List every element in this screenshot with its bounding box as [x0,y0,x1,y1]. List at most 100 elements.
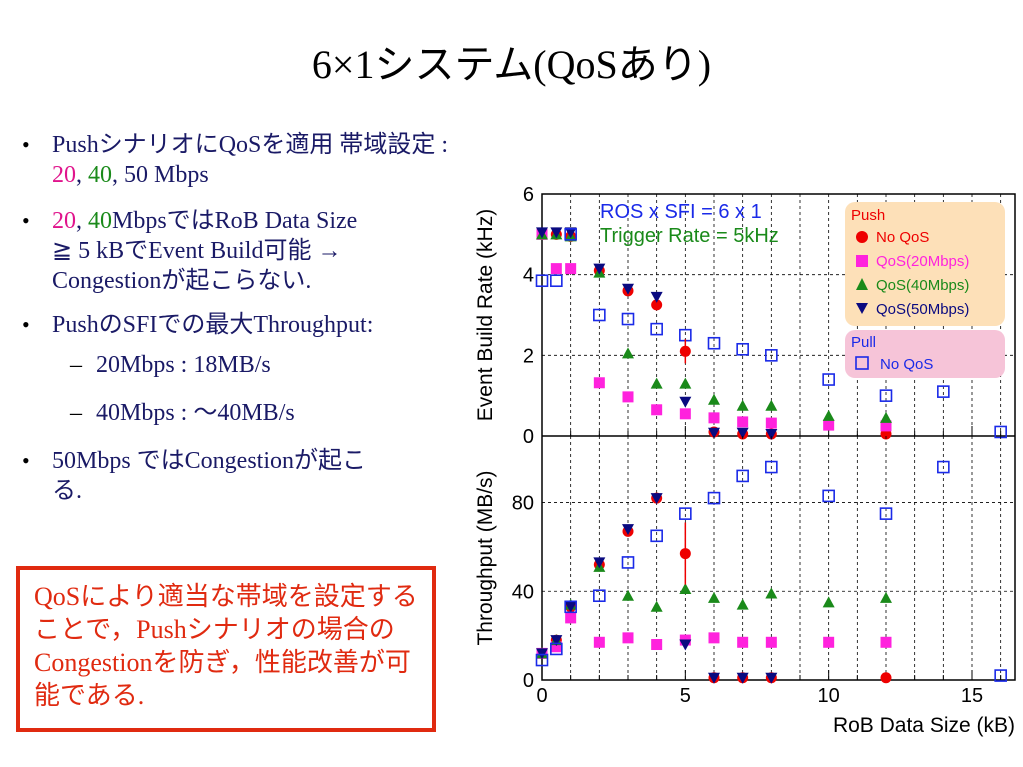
bullet-dot: • [22,208,30,233]
data-point [822,373,835,386]
bullet-list: • PushシナリオにQoSを適用 帯域設定 : 20, 40, 50 Mbps… [12,130,472,516]
data-point [879,507,893,520]
sub-bullet-2-text: 40Mbps : ～40MB/s [96,400,295,426]
slide-title: 6×1システム(QoSあり) [311,42,712,87]
data-point [994,669,1007,682]
bullet-4-line2: る. [52,478,82,504]
bullet-1-text-a: Pushシナリオに [52,132,219,158]
data-point [679,507,692,520]
data-point [879,389,893,402]
bullet-dot: • [22,448,30,473]
bullet-2: • 20, 40MbpsではRoB Data Size ≧ 5 kBでEvent… [12,206,472,296]
legend-marker [856,303,868,314]
data-point [765,587,778,599]
data-point [622,589,634,601]
series-triangle-down [536,493,778,684]
legend-label: QoS(50Mbps) [876,301,969,318]
data-point [880,636,892,648]
y-tick-label: 4 [523,265,534,287]
bullet-1-sep: , [76,162,88,188]
data-point [622,283,634,295]
legend-push-box [845,202,1005,326]
legend-pull-title: Pull [851,334,876,351]
data-point [707,336,721,350]
y-tick-label: 2 [523,345,534,367]
x-tick-label: 10 [818,685,840,707]
data-point [550,642,563,656]
data-point [621,312,635,326]
y-axis-label: Event Build Rate (kHz) [474,209,497,421]
data-point [650,529,663,543]
data-point [565,263,577,275]
data-point [650,322,663,336]
data-point [679,408,691,420]
data-point [736,598,749,610]
data-point [737,416,749,428]
bullet-3-text: PushのSFIでの最大Throughput: [52,312,374,338]
y-tick-label: 0 [523,670,534,692]
legend-marker [856,255,868,267]
data-point [679,639,692,651]
x-axis-label: RoB Data Size (kB) [833,714,1015,737]
data-point [708,412,720,424]
sub-bullet-dash: – [70,400,82,426]
data-point [651,404,663,416]
data-point [621,556,635,569]
data-point [593,557,606,569]
data-point [823,419,835,431]
legend-pull-box [845,330,1005,378]
data-point [679,396,692,408]
data-point [765,672,778,684]
sub-bullet-dash: – [70,352,82,378]
data-point [707,491,721,505]
x-tick-label: 5 [680,685,691,707]
data-point [765,349,778,362]
data-point [650,600,663,612]
data-point [679,583,692,595]
data-point [822,489,835,503]
bullet-1-value-40: 40 [88,162,112,188]
data-point [622,524,634,536]
data-point [708,427,720,439]
data-point [736,469,749,483]
data-point [593,263,606,275]
data-point [622,347,634,359]
data-point [765,428,778,440]
data-point [651,299,663,311]
series-triangle-up [536,228,892,423]
data-point [765,399,778,411]
data-point [765,636,777,648]
data-point [593,636,605,648]
data-point [550,263,562,275]
data-point [622,391,634,403]
bullet-1: • PushシナリオにQoSを適用 帯域設定 : 20, 40, 50 Mbps [12,130,472,190]
bullet-dot: • [22,132,30,157]
data-point [593,377,605,389]
bullet-2-line1: MbpsではRoB Data Size [112,208,358,234]
data-point [822,409,835,421]
sub-bullet-1-text: 20Mbps : 18MB/s [96,352,271,378]
y-tick-label: 6 [523,184,534,206]
data-point [535,274,549,288]
data-point [564,228,577,241]
data-point [535,653,549,667]
bullet-4-line1: 50Mbps ではCongestionが起こ [52,448,367,474]
bullet-2-line3: Congestionが起こらない. [52,268,312,294]
bullet-2-sep: , [76,208,88,234]
legend-marker [855,356,869,370]
sub-bullet-2: – 40Mbps : ～40MB/s [12,398,472,428]
data-point [880,591,892,603]
data-point [650,493,663,505]
data-point [650,291,663,303]
bullet-2-line2: ≧ 5 kBでEvent Build可能 → [52,238,342,264]
data-point [737,636,749,648]
y-tick-label: 40 [512,581,534,603]
x-tick-label: 15 [961,685,983,707]
bullet-2-value-20: 20 [52,208,76,234]
data-point [880,411,892,423]
data-point [823,636,835,648]
data-point [736,342,749,356]
legend-label: QoS(40Mbps) [876,277,969,294]
callout-box: QoSにより適当な帯域を設定することで，Pushシナリオの場合のCongesti… [16,566,436,732]
bullet-dot: • [22,312,30,337]
